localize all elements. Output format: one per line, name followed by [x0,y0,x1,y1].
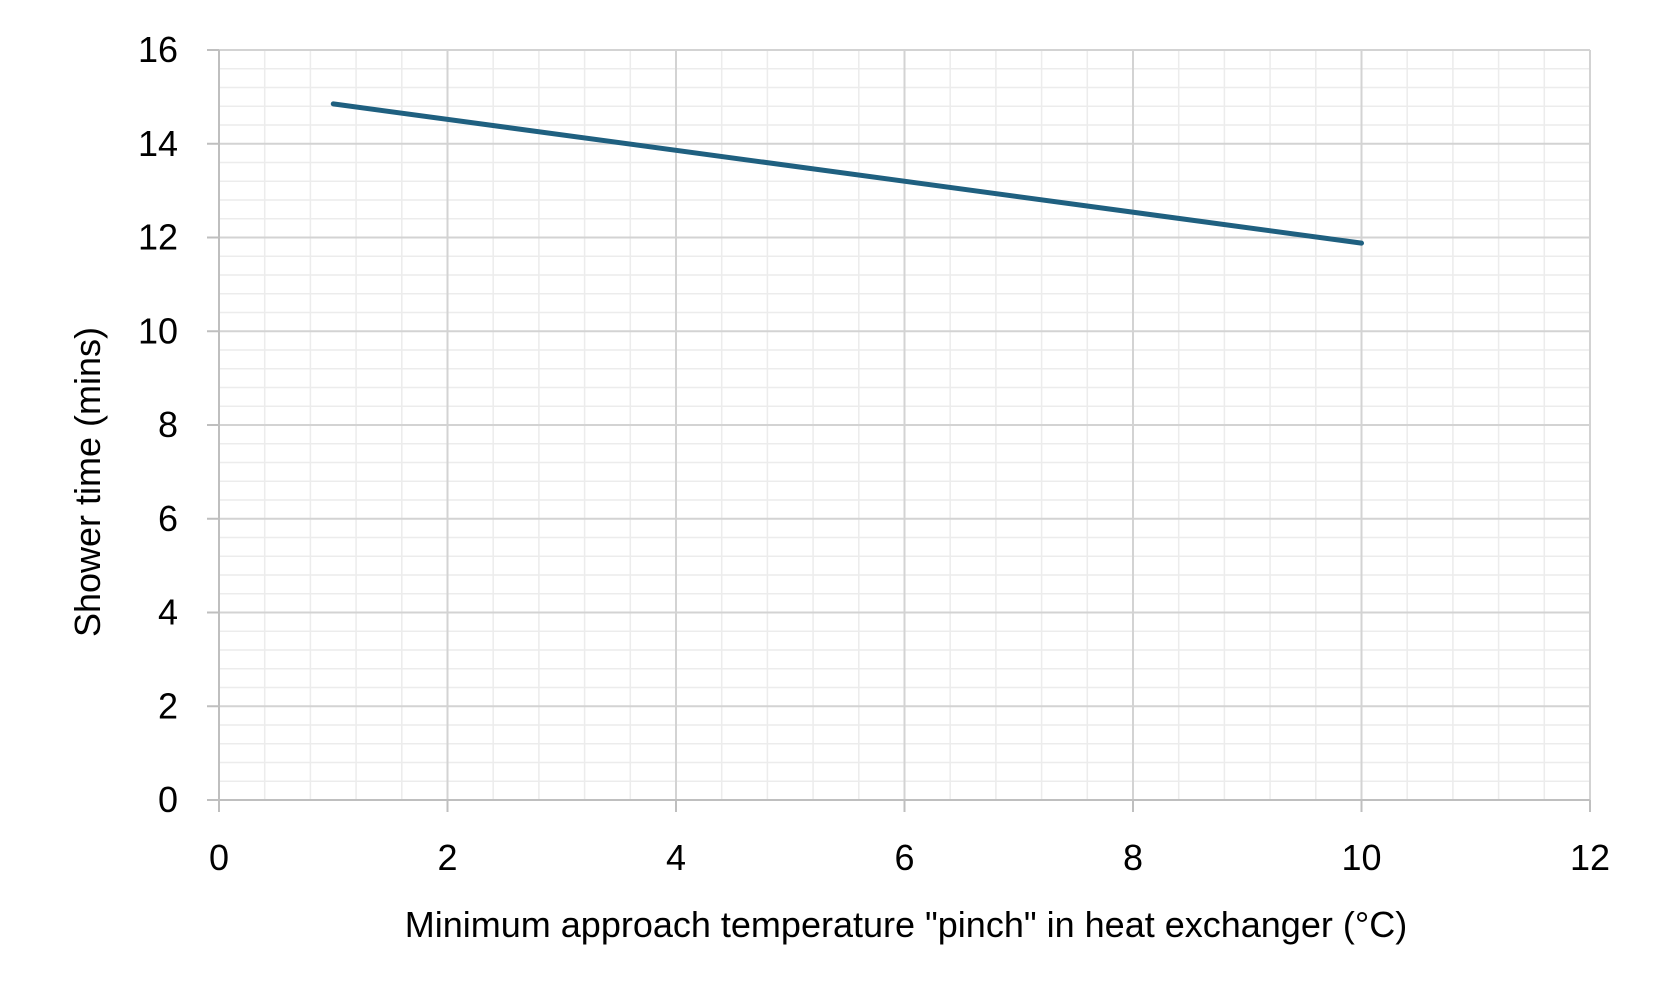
x-tick-label: 10 [1341,837,1381,878]
y-tick-label: 16 [138,29,178,70]
x-tick-label: 0 [209,837,229,878]
series-group [330,101,1364,246]
x-tick-label: 2 [437,837,457,878]
y-tick-labels: 0 2 4 6 8 10 12 14 16 [138,29,178,820]
x-tick-label: 4 [666,837,686,878]
x-tick-label: 6 [894,837,914,878]
y-tick-label: 14 [138,123,178,164]
x-tick-label: 8 [1123,837,1143,878]
y-tick-label: 2 [158,685,178,726]
series-line [330,101,1364,246]
y-tick-label: 0 [158,779,178,820]
y-tick-label: 8 [158,404,178,445]
x-tick-labels: 0 2 4 6 8 10 12 [209,837,1610,878]
y-tick-label: 4 [158,592,178,633]
axes [207,49,1591,812]
y-axis-title: Shower time (mins) [67,327,108,637]
x-tick-label: 12 [1570,837,1610,878]
y-tick-label: 12 [138,217,178,258]
x-axis-title: Minimum approach temperature "pinch" in … [405,904,1407,945]
y-tick-label: 10 [138,310,178,351]
y-tick-label: 6 [158,498,178,539]
